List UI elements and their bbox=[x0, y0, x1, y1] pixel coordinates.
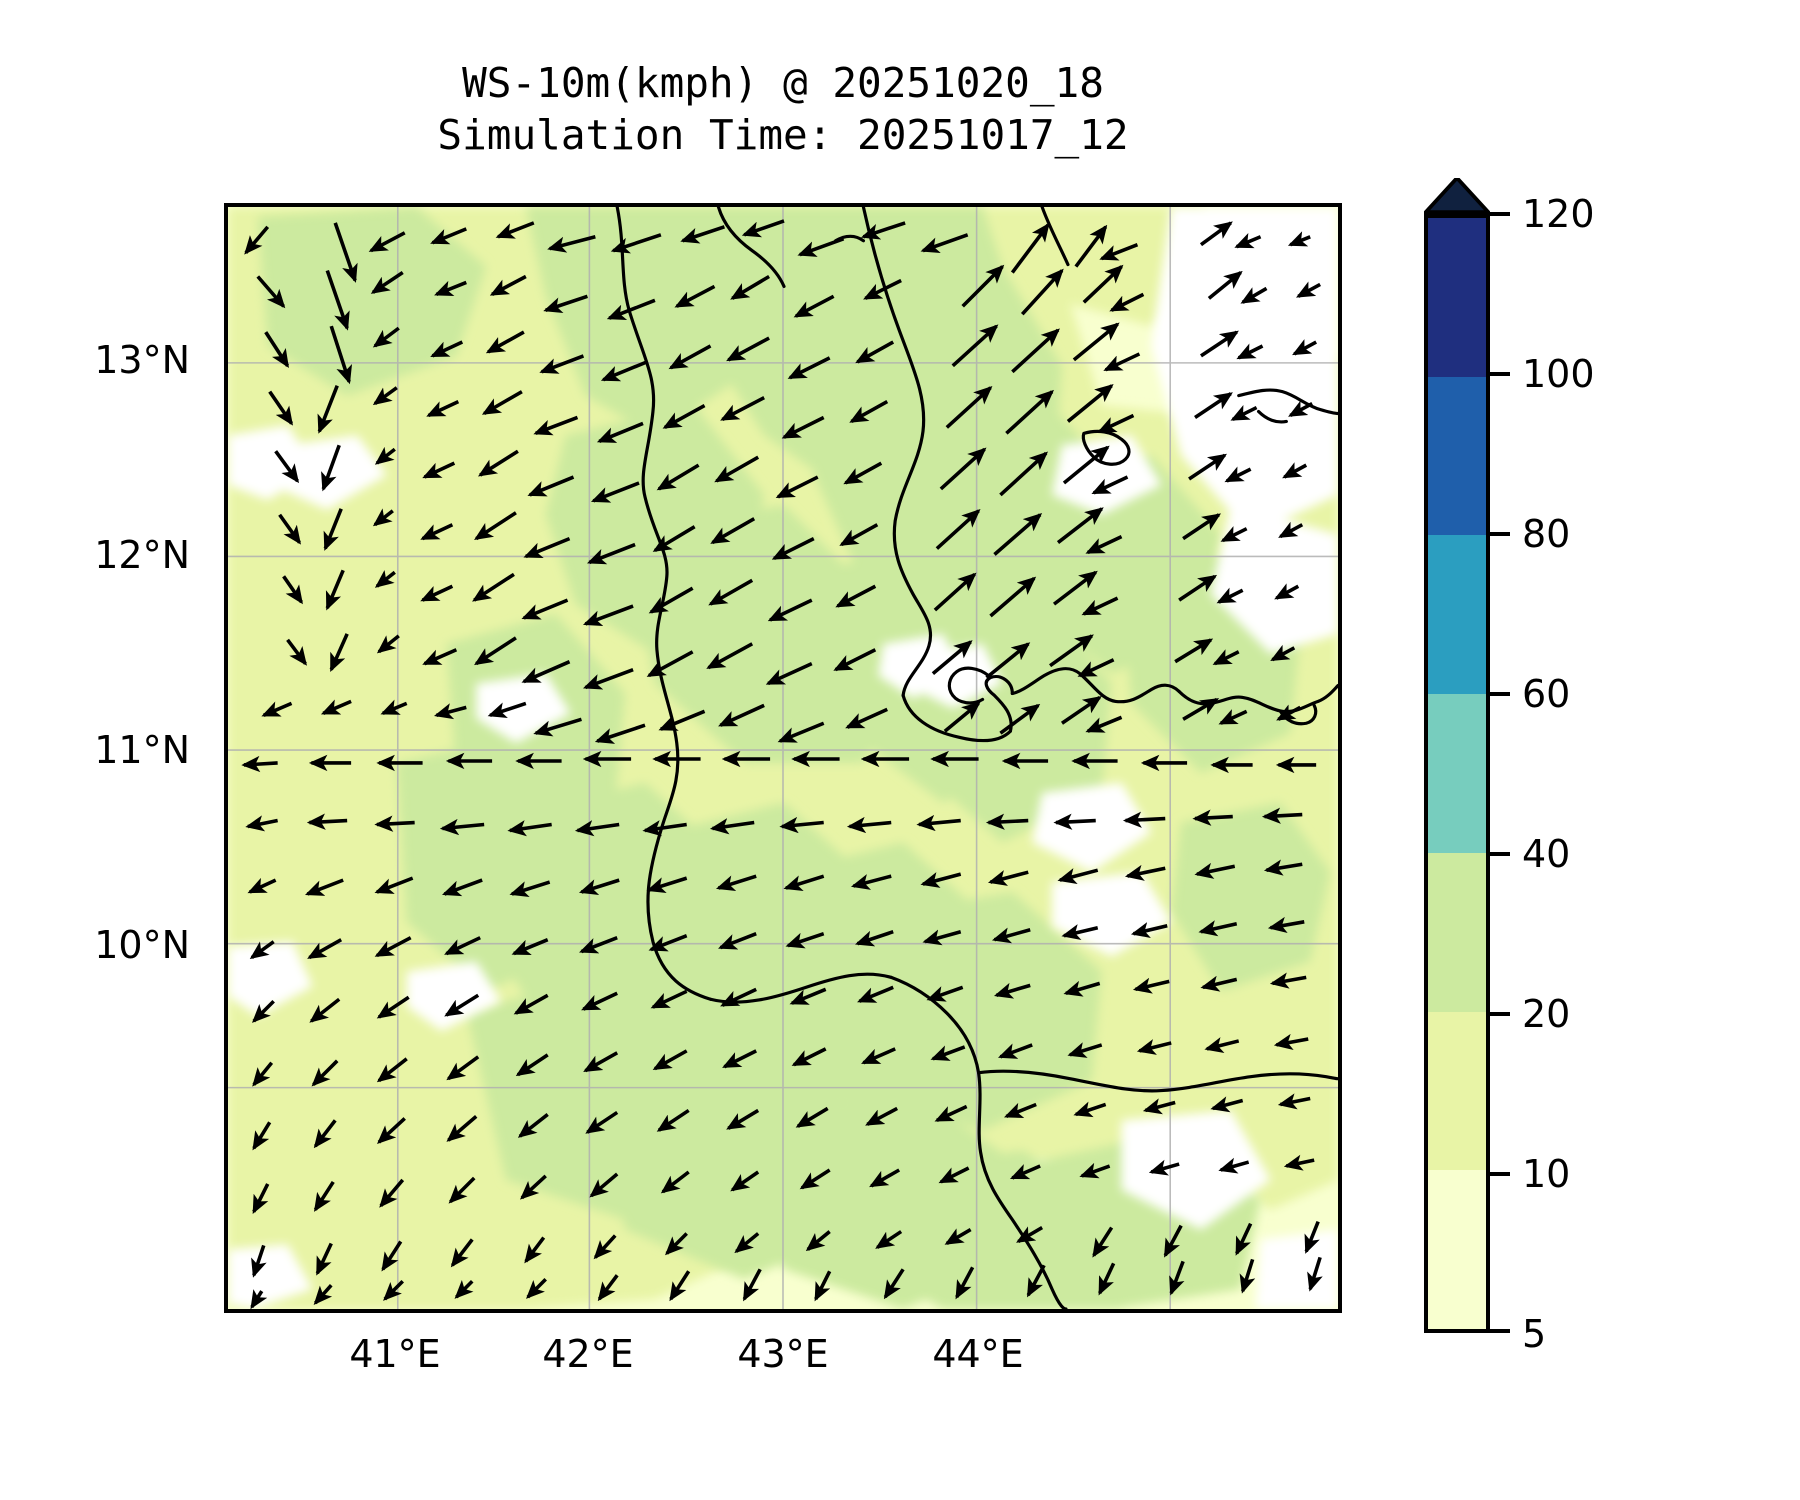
map-gridlines bbox=[228, 207, 1338, 1309]
title-line-variable: WS-10m(kmph) @ 20251020_18 bbox=[462, 59, 1104, 107]
ytick-label-11N: 11°N bbox=[94, 728, 190, 772]
cbar-tick-5 bbox=[1490, 1329, 1510, 1333]
cbar-tick-60 bbox=[1490, 692, 1510, 696]
contour-band-20-40 bbox=[257, 207, 1331, 1309]
cbar-seg-20-40 bbox=[1428, 852, 1486, 1012]
cbar-label-20: 20 bbox=[1522, 992, 1571, 1036]
cbar-seg-40-60 bbox=[1428, 694, 1486, 853]
cbar-tick-80 bbox=[1490, 532, 1510, 536]
cbar-label-60: 60 bbox=[1522, 672, 1571, 716]
cbar-label-80: 80 bbox=[1522, 512, 1571, 556]
cbar-tick-10 bbox=[1490, 1172, 1510, 1176]
colorbar-gradient bbox=[1424, 214, 1490, 1333]
wind-speed-map bbox=[228, 207, 1338, 1309]
chart-title: WS-10m(kmph) @ 20251020_18 Simulation Ti… bbox=[224, 58, 1342, 161]
map-plot-area bbox=[224, 203, 1342, 1313]
cbar-tick-40 bbox=[1490, 852, 1510, 856]
ytick-label-10N: 10°N bbox=[94, 923, 190, 967]
ytick-label-13N: 13°N bbox=[94, 338, 190, 382]
cbar-seg-10-20 bbox=[1428, 1011, 1486, 1171]
colorbar-extend-max-arrow bbox=[1424, 178, 1490, 215]
cbar-tick-20 bbox=[1490, 1012, 1510, 1016]
cbar-label-5: 5 bbox=[1522, 1312, 1547, 1356]
cbar-seg-60-80 bbox=[1428, 535, 1486, 695]
cbar-label-40: 40 bbox=[1522, 832, 1571, 876]
colorbar: 120 100 80 60 40 20 10 5 bbox=[1424, 178, 1595, 1356]
cbar-label-10: 10 bbox=[1522, 1152, 1571, 1196]
ytick-label-12N: 12°N bbox=[94, 533, 190, 577]
cbar-label-120: 120 bbox=[1522, 192, 1595, 236]
cbar-tick-120 bbox=[1490, 212, 1510, 216]
xtick-label-42E: 42°E bbox=[542, 1332, 634, 1376]
cbar-seg-5-10 bbox=[1428, 1170, 1486, 1330]
cbar-tick-100 bbox=[1490, 372, 1510, 376]
cbar-seg-100-120 bbox=[1428, 218, 1486, 377]
xtick-label-44E: 44°E bbox=[932, 1332, 1024, 1376]
title-line-simulation-time: Simulation Time: 20251017_12 bbox=[437, 110, 1129, 159]
cbar-seg-80-100 bbox=[1428, 376, 1486, 536]
wind-quiver-arrows bbox=[241, 219, 1323, 1309]
xtick-label-43E: 43°E bbox=[737, 1332, 829, 1376]
cbar-label-100: 100 bbox=[1522, 352, 1595, 396]
xtick-label-41E: 41°E bbox=[349, 1332, 441, 1376]
